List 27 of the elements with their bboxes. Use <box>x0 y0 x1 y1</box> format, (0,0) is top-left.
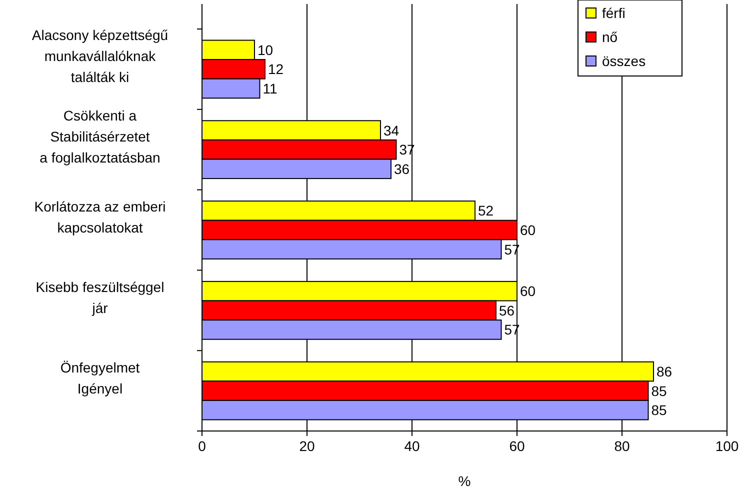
x-tick-label: 40 <box>404 438 420 454</box>
legend-label: összes <box>602 53 646 69</box>
x-tick-label: 0 <box>198 438 206 454</box>
data-label: 56 <box>499 302 515 318</box>
x-tick-label: 20 <box>299 438 315 454</box>
y-tick-label: Csökkenti a Stabilitásérzetet a foglalkoztatásban <box>40 108 160 166</box>
data-label: 11 <box>262 80 278 96</box>
data-label: 52 <box>478 202 494 219</box>
y-tick-label: Alacsony képzettségű munkavállalóknak találták ki <box>32 27 168 86</box>
data-label: 36 <box>394 160 410 177</box>
data-label: 12 <box>268 61 284 78</box>
data-label: 85 <box>651 402 668 418</box>
y-tick-label: Kisebb feszültséggel jár <box>36 278 164 316</box>
data-label: 10 <box>258 42 274 58</box>
x-tick-label: 100 <box>715 438 739 454</box>
legend-label: nő <box>602 29 618 45</box>
data-label: 60 <box>520 222 536 238</box>
x-axis-title: % <box>458 473 471 489</box>
x-tick-label: 60 <box>509 438 525 454</box>
data-label: 60 <box>520 283 536 300</box>
legend-label: férfi <box>602 5 626 21</box>
y-tick-label: Korlátozza az emberi kapcsolatokat <box>34 198 166 236</box>
data-label: 34 <box>384 122 400 138</box>
x-tick-label: 80 <box>614 438 630 454</box>
y-tick-label: Önfegyelmet Igényel <box>60 359 140 396</box>
data-label: 86 <box>656 364 672 380</box>
data-label: 85 <box>651 382 668 399</box>
